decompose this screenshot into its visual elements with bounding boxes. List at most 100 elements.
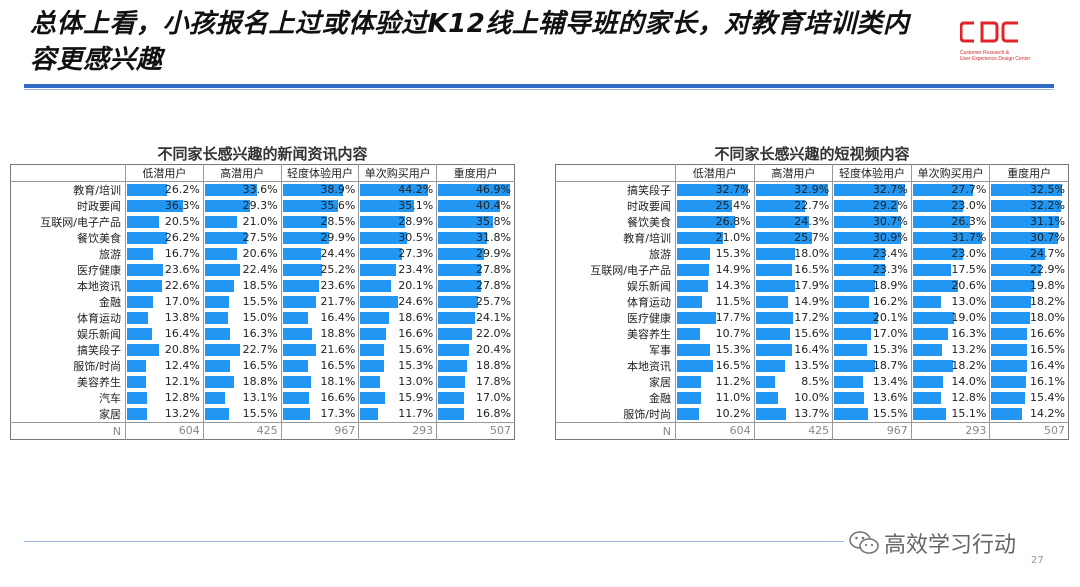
data-cell: 18.7% <box>832 358 912 374</box>
data-cell: 26.3% <box>910 214 990 230</box>
value-bar <box>438 200 501 212</box>
value-label: 14.2% <box>1030 407 1065 420</box>
sample-size-number: 967 <box>886 424 908 437</box>
value-label: 24.1% <box>476 311 511 324</box>
value-label: 27.8% <box>476 279 511 292</box>
video-panel-title: 不同家长感兴趣的短视频内容 <box>714 145 910 163</box>
data-cell: 17.5% <box>910 262 990 278</box>
value-bar <box>204 408 229 420</box>
data-cell: 24.6% <box>358 294 437 310</box>
value-label: 20.1% <box>872 311 908 324</box>
data-cell: 18.8% <box>280 326 359 342</box>
sample-size-number: 293 <box>965 424 987 437</box>
value-label: 13.0% <box>951 295 987 308</box>
value-label: 31.8% <box>476 231 511 244</box>
data-cell: 20.6% <box>202 246 282 262</box>
cdc-logo: Customer Research & User Experience Desi… <box>959 18 1040 62</box>
data-cell: 14.3% <box>675 278 755 294</box>
cdc-logo-mark <box>959 21 1018 43</box>
value-label: 32.7% <box>715 183 751 196</box>
data-cell: 12.8% <box>125 390 204 406</box>
data-cell: 16.6% <box>358 326 437 342</box>
data-cell: 22.6% <box>125 278 204 294</box>
value-bar <box>360 392 386 404</box>
value-label: 17.9% <box>794 279 830 292</box>
value-label: 27.3% <box>398 247 434 260</box>
row-label: 医疗健康 <box>627 312 671 325</box>
value-label: 13.7% <box>794 407 830 420</box>
value-bar <box>834 248 886 260</box>
value-label: 25.7% <box>476 295 511 308</box>
value-bar <box>438 296 479 308</box>
data-cell: 20.1% <box>832 310 912 326</box>
data-cell: 20.4% <box>436 342 515 358</box>
data-cell: 12.8% <box>910 390 990 406</box>
data-cell: 19.0% <box>910 310 990 326</box>
data-cell: 11.0% <box>675 390 755 406</box>
data-cell: 15.6% <box>753 326 833 342</box>
data-cell: 33.6% <box>202 181 282 198</box>
data-cell: 35.8% <box>436 214 515 230</box>
value-label: 27.7% <box>951 183 987 196</box>
value-bar <box>912 312 954 324</box>
page-title: 总体上看，小孩报名上过或体验过K12线上辅导班的家长，对教育培训类内容更感兴趣 <box>30 9 910 75</box>
data-cell: 13.2% <box>910 342 990 358</box>
value-label: 35.1% <box>398 199 434 212</box>
value-label: 20.5% <box>164 215 200 228</box>
row-label: 军事 <box>649 344 671 357</box>
value-label: 15.6% <box>398 343 434 356</box>
table-row: 体育运动 13.8% 15.0% 16.4% 18.6% 24.1% <box>11 310 515 326</box>
value-label: 29.3% <box>242 199 278 212</box>
sample-size-number: 425 <box>808 424 830 437</box>
sample-size-number: 293 <box>412 424 434 437</box>
value-label: 23.6% <box>320 279 356 292</box>
data-cell: 14.9% <box>675 262 755 278</box>
data-cell: 22.0% <box>436 326 515 342</box>
value-bar <box>834 408 869 420</box>
data-cell: 15.3% <box>675 246 755 262</box>
value-bar <box>912 296 941 308</box>
value-label: 32.2% <box>1030 199 1065 212</box>
value-bar <box>360 408 379 420</box>
value-bar <box>991 408 1023 420</box>
page-number: 27 <box>1031 555 1044 566</box>
data-cell: 32.7% <box>832 181 912 198</box>
data-cell: 15.3% <box>832 342 912 358</box>
value-bar <box>677 232 723 244</box>
data-cell: 23.4% <box>832 246 912 262</box>
wechat-watermark: 高效学习行动 <box>848 527 1016 559</box>
sample-size-label: N <box>10 422 126 440</box>
value-bar <box>438 312 476 324</box>
value-bar <box>360 184 429 196</box>
value-label: 15.1% <box>951 407 987 420</box>
value-bar <box>438 328 473 340</box>
data-cell: 16.4% <box>753 342 833 358</box>
value-bar <box>204 344 240 356</box>
header-rule <box>24 84 1054 88</box>
data-cell: 18.5% <box>202 278 282 294</box>
value-label: 22.6% <box>164 279 200 292</box>
value-label: 18.2% <box>951 359 987 372</box>
value-label: 22.0% <box>476 327 511 340</box>
value-bar <box>282 280 319 292</box>
row-label: 教育/培训 <box>73 184 121 197</box>
table-row: 搞笑段子 32.7% 32.9% 32.7% 27.7% 32.5% <box>556 181 1069 198</box>
value-bar <box>677 360 713 372</box>
value-label: 16.1% <box>1030 375 1065 388</box>
data-cell: 11.7% <box>358 406 437 423</box>
value-label: 18.8% <box>242 375 278 388</box>
value-label: 28.9% <box>398 215 434 228</box>
table-row: 军事 15.3% 16.4% 15.3% 13.2% 16.5% <box>556 342 1069 358</box>
data-cell: 24.1% <box>436 310 515 326</box>
data-cell: 20.5% <box>125 214 204 230</box>
value-label: 35.8% <box>476 215 511 228</box>
data-cell: 10.0% <box>753 390 833 406</box>
data-cell: 24.7% <box>989 246 1069 262</box>
table-row: 医疗健康 23.6% 22.4% 25.2% 23.4% 27.8% <box>11 262 515 278</box>
sample-size-number: 507 <box>1044 424 1065 437</box>
data-cell: 11.2% <box>675 374 755 390</box>
value-label: 38.9% <box>320 183 356 196</box>
value-bar <box>912 280 958 292</box>
value-label: 18.1% <box>320 375 356 388</box>
value-bar <box>912 328 948 340</box>
